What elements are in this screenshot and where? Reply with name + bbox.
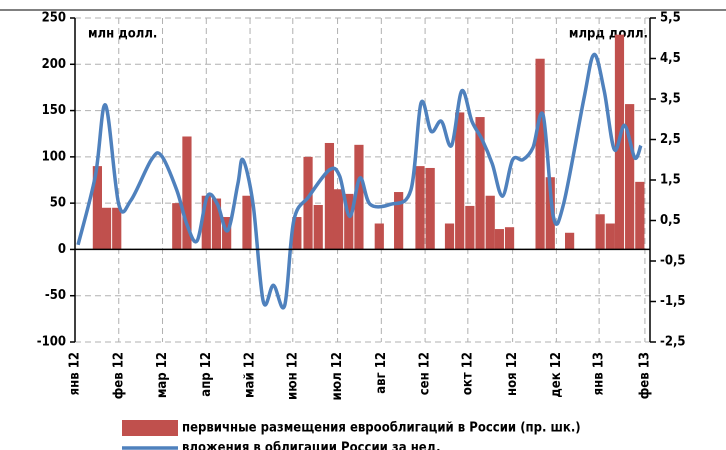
y-tick-label: 150 (42, 103, 66, 118)
bar (545, 177, 555, 250)
bar (565, 232, 575, 250)
bar (605, 223, 615, 250)
y-tick-label: 100 (42, 149, 66, 164)
bar (394, 192, 404, 250)
bar (324, 142, 335, 250)
bar (455, 112, 465, 250)
y-tick-label: 50 (50, 196, 66, 211)
y2-tick-label: 4,5 (660, 51, 681, 66)
bar (465, 205, 475, 250)
y2-tick-label: 0,5 (660, 213, 681, 228)
x-tick-label: фев 13 (637, 352, 652, 399)
bar (292, 217, 302, 250)
y-tick-label: 250 (42, 11, 66, 26)
y-tick-label: -50 (45, 288, 66, 303)
x-tick-label: авг 12 (374, 352, 389, 394)
y-tick-label: 0 (58, 242, 66, 257)
x-tick-label: фев 12 (111, 352, 126, 399)
bar (211, 198, 222, 250)
x-tick-label: июл 12 (330, 352, 345, 400)
bar (494, 229, 504, 250)
bar (303, 156, 313, 250)
bar (92, 166, 102, 250)
bar (475, 117, 485, 250)
bar (415, 166, 425, 250)
bar (242, 195, 252, 250)
bar (182, 136, 192, 250)
bar (112, 207, 122, 250)
x-tick-label: апр 12 (199, 352, 214, 397)
y2-tick-label: -0,5 (660, 254, 686, 269)
bar (625, 104, 635, 250)
right-unit: млрд долл. (569, 27, 648, 42)
legend-label: первичные размещения еврооблигаций в Рос… (182, 421, 581, 436)
left-unit: млн долл. (88, 27, 157, 42)
x-tick-label: май 12 (243, 352, 258, 398)
y2-tick-label: 1,5 (660, 173, 681, 188)
bar (444, 223, 455, 250)
bar (333, 189, 344, 250)
bar (201, 195, 211, 250)
y2-tick-label: 5,5 (660, 11, 681, 26)
bar (222, 217, 232, 250)
bar (425, 167, 435, 250)
x-tick-label: июн 12 (285, 352, 300, 400)
bar (535, 58, 545, 250)
x-tick-label: ноя 12 (505, 352, 520, 396)
y-tick-label: 200 (42, 57, 66, 72)
x-tick-label: дек 12 (549, 352, 564, 398)
bar (504, 227, 515, 250)
bar (101, 207, 112, 250)
bar (344, 193, 354, 250)
x-tick-label: янв 12 (68, 352, 83, 395)
y-tick-label: -100 (37, 335, 66, 350)
bar (485, 195, 495, 250)
x-tick-label: сен 12 (418, 352, 433, 395)
line (76, 52, 643, 310)
bar (595, 214, 605, 250)
y2-tick-label: 3,5 (660, 92, 681, 107)
x-tick-label: окт 12 (460, 352, 475, 395)
x-tick-label: мар 12 (155, 352, 170, 398)
y2-tick-label: -1,5 (660, 294, 686, 309)
bar (313, 204, 323, 250)
legend-label: вложения в облигации России за нед. (182, 441, 441, 450)
x-tick-label: янв 13 (592, 352, 607, 395)
bar (172, 203, 182, 250)
legend-swatch (122, 420, 178, 436)
bar (635, 181, 645, 250)
bar (374, 223, 384, 250)
bar (354, 144, 364, 250)
y2-tick-label: 2,5 (660, 132, 681, 147)
y2-tick-label: -2,5 (660, 335, 686, 350)
